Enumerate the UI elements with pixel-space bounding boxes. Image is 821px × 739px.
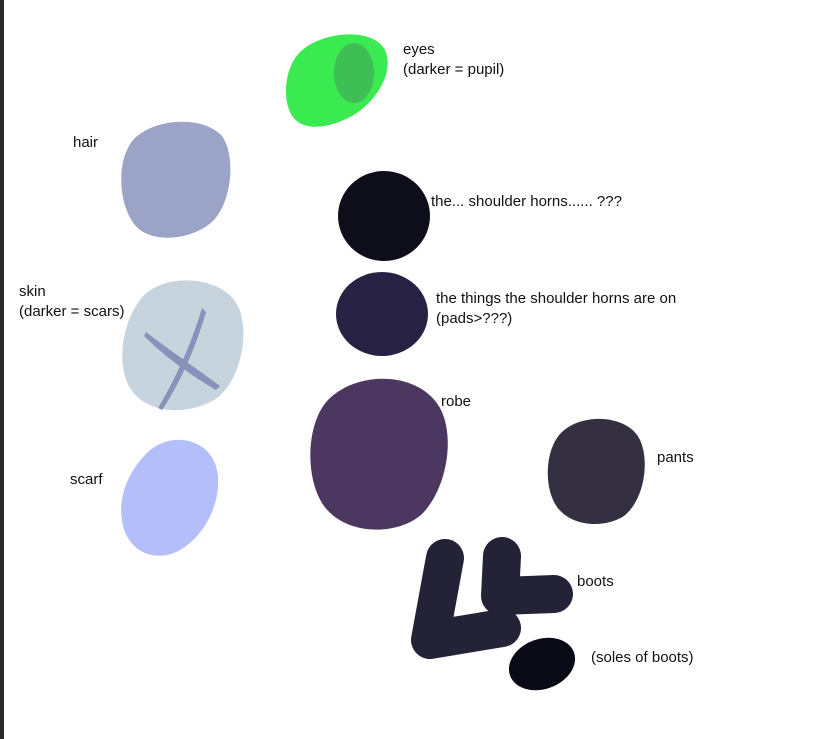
label-scarf: scarf (70, 471, 103, 488)
boot-left (411, 539, 521, 659)
scar-2 (158, 308, 206, 410)
pupil-swatch (334, 43, 374, 103)
scarf-swatch (121, 439, 219, 556)
label-pads-line2: (pads>???) (436, 310, 513, 327)
label-pants: pants (657, 449, 694, 466)
canvas-left-border (0, 0, 4, 739)
label-pads: the things the shoulder horns are on (pa… (436, 289, 676, 329)
pants-swatch (547, 418, 645, 525)
label-pads-line1: the things the shoulder horns are on (436, 290, 677, 307)
label-eyes-title: eyes (403, 41, 435, 58)
label-skin: skin (darker = scars) (19, 282, 124, 322)
robe-swatch (310, 378, 448, 530)
pads-swatch (336, 272, 428, 356)
label-boots: boots (577, 573, 614, 590)
horns-swatch (338, 171, 430, 261)
label-hair: hair (73, 134, 99, 151)
soles-swatch (508, 637, 576, 691)
hair-swatch (121, 121, 231, 238)
label-horns: the... shoulder horns...... ??? (431, 193, 622, 210)
label-eyes: eyes (darker = pupil) (403, 40, 504, 80)
label-skin-note: (darker = scars) (19, 303, 125, 320)
label-soles: (soles of boots) (591, 649, 694, 666)
boot-right (481, 537, 573, 615)
label-eyes-note: (darker = pupil) (403, 61, 505, 78)
skin-swatch (122, 280, 244, 411)
scar-1 (144, 332, 220, 390)
label-robe: robe (441, 393, 472, 410)
label-skin-title: skin (19, 283, 46, 300)
